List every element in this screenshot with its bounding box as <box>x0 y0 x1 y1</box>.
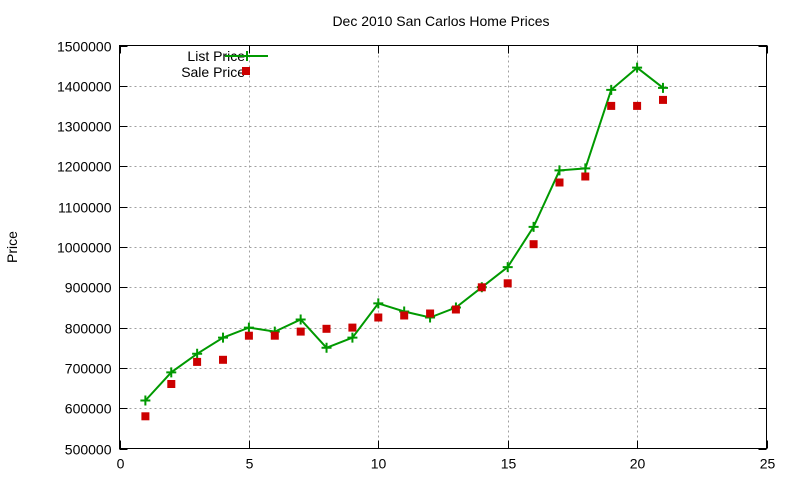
point-sale-price <box>659 95 667 104</box>
point-list-price <box>243 322 254 333</box>
point-sale-price <box>193 357 202 366</box>
y-tick-label: 500000 <box>65 442 112 458</box>
point-list-price <box>632 62 643 73</box>
point-list-price <box>528 221 539 232</box>
point-list-price <box>295 314 306 325</box>
y-tick-label: 1000000 <box>57 240 112 256</box>
point-sale-price <box>141 412 150 421</box>
y-tick-label: 1200000 <box>57 159 112 175</box>
point-sale-price <box>219 355 227 364</box>
point-list-price <box>321 342 332 353</box>
point-sale-price <box>374 313 383 322</box>
y-tick-label: 1100000 <box>58 200 112 216</box>
point-sale-price <box>477 283 486 292</box>
x-tick-label: 10 <box>371 456 387 472</box>
point-sale-price <box>348 323 357 332</box>
point-sale-price <box>322 324 331 333</box>
y-tick-label: 600000 <box>65 401 112 417</box>
point-sale-price <box>633 101 642 110</box>
y-tick-label: 700000 <box>65 361 112 377</box>
y-axis-label: Price <box>4 231 20 263</box>
plot-border <box>119 45 767 449</box>
point-sale-price <box>555 178 564 187</box>
x-tick-label: 5 <box>246 456 254 472</box>
point-sale-price <box>400 311 409 320</box>
point-sale-price <box>296 327 305 336</box>
point-list-price <box>606 84 617 95</box>
point-sale-price <box>451 305 460 314</box>
point-list-price <box>657 82 668 93</box>
legend-label-list-price: List Price <box>187 48 245 64</box>
y-tick-label: 1300000 <box>57 119 112 135</box>
point-list-price <box>347 332 358 343</box>
point-list-price <box>218 332 229 343</box>
legend: List Price Sale Price <box>181 48 268 80</box>
legend-marker-list-price <box>242 51 252 61</box>
x-tick-label: 15 <box>501 456 517 472</box>
point-sale-price <box>607 101 616 110</box>
point-list-price <box>554 165 565 176</box>
series-line-list-price <box>144 66 664 402</box>
point-sale-price <box>270 331 279 340</box>
legend-label-sale-price: Sale Price <box>181 64 245 80</box>
point-sale-price <box>426 309 435 318</box>
point-sale-price <box>529 240 538 249</box>
point-sale-price <box>581 172 590 181</box>
point-list-price <box>166 367 177 378</box>
point-list-price <box>580 163 591 174</box>
point-list-price <box>192 348 203 359</box>
point-sale-price <box>167 380 176 388</box>
y-tick-label: 1400000 <box>57 79 112 95</box>
point-list-price <box>502 262 513 273</box>
y-tick-label: 1500000 <box>57 39 112 55</box>
series-layer <box>140 62 668 421</box>
legend-marker-sale-price <box>242 67 250 75</box>
y-tick-label: 900000 <box>65 280 112 296</box>
x-tick-label: 20 <box>630 456 646 472</box>
point-sale-price <box>244 331 253 340</box>
y-tick-label: 800000 <box>65 321 112 337</box>
x-tick-label: 25 <box>760 456 776 472</box>
point-sale-price <box>503 279 512 288</box>
chart-title: Dec 2010 San Carlos Home Prices <box>332 13 549 29</box>
point-list-price <box>373 298 384 309</box>
grid <box>119 45 767 449</box>
x-tick-label: 0 <box>117 456 125 472</box>
axis-ticks: 0 5 10 15 20 25 500000 600000 700000 800000 900000… <box>57 39 776 472</box>
point-list-price <box>140 395 151 406</box>
